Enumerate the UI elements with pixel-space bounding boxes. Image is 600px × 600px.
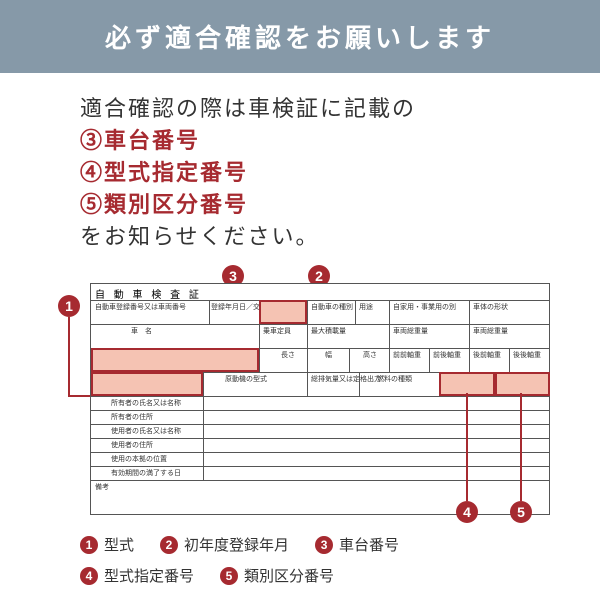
lbl-owneraddr: 所有者の氏名又は名称 (111, 398, 181, 408)
legend-bullet-4: 4 (80, 567, 98, 585)
legend-text-2: 初年度登録年月 (184, 534, 289, 555)
lbl-userhome: 使用者の住所 (111, 440, 153, 450)
intro-red-3: ⑤類別区分番号 (80, 187, 560, 219)
lbl-fa2: 前後軸重 (433, 350, 461, 360)
lbl-expiry: 有効期間の満了する日 (111, 468, 181, 478)
lbl-maxload: 最大積載量 (311, 326, 346, 336)
lbl-name: 車 名 (131, 326, 152, 336)
lbl-remarks: 備考 (95, 482, 109, 492)
callout-4: 4 (456, 501, 478, 523)
hl-model (91, 372, 203, 396)
leader-5v (520, 393, 522, 501)
legend-text-4: 型式指定番号 (104, 565, 194, 586)
hl-classno (495, 372, 550, 396)
lbl-regno: 自動車登録番号又は車両番号 (95, 302, 186, 312)
leader-1v (68, 317, 70, 397)
legend-item-4: 4 型式指定番号 (80, 565, 194, 586)
callout-5: 5 (510, 501, 532, 523)
hl-firstreg (259, 300, 307, 324)
lbl-use: 用途 (359, 302, 373, 312)
lbl-ra2: 後後軸重 (513, 350, 541, 360)
legend-bullet-5: 5 (220, 567, 238, 585)
legend-item-3: 3 車台番号 (315, 534, 399, 555)
lbl-disp: 総排気量又は定格出力 (311, 374, 381, 384)
lbl-body: 自家用・事業用の別 (393, 302, 456, 312)
lbl-totalwt: 車両総重量 (393, 326, 428, 336)
legend-text-5: 類別区分番号 (244, 565, 334, 586)
diagram-area: 1 3 2 自 動 車 検 査 証 自動車登録番号又は車両番号 登録年月日／交付… (30, 265, 570, 535)
intro-block: 適合確認の際は車検証に記載の ③車台番号 ④型式指定番号 ⑤類別区分番号 をお知… (0, 73, 600, 257)
legend-item-5: 5 類別区分番号 (220, 565, 334, 586)
legend: 1 型式 2 初年度登録年月 3 車台番号 4 型式指定番号 5 類別区分番号 (80, 524, 550, 586)
lbl-fuel: 燃料の種類 (377, 374, 412, 384)
cert-title: 自 動 車 検 査 証 (95, 286, 202, 301)
header-band: 必ず適合確認をお願いします (0, 0, 600, 73)
certificate: 自 動 車 検 査 証 自動車登録番号又は車両番号 登録年月日／交付年月日 初度… (90, 283, 550, 515)
callout-1: 1 (58, 295, 80, 317)
legend-bullet-2: 2 (160, 536, 178, 554)
lbl-capacity: 乗車定員 (263, 326, 291, 336)
lbl-shape: 車体の形状 (473, 302, 508, 312)
lbl-fa: 前前軸重 (393, 350, 421, 360)
lbl-location: 使用の本拠の位置 (111, 454, 167, 464)
legend-text-1: 型式 (104, 534, 134, 555)
legend-item-2: 2 初年度登録年月 (160, 534, 289, 555)
lbl-length: 長さ (281, 350, 295, 360)
legend-item-1: 1 型式 (80, 534, 134, 555)
lbl-engine: 原動機の型式 (225, 374, 267, 384)
intro-red-2: ④型式指定番号 (80, 155, 560, 187)
legend-text-3: 車台番号 (339, 534, 399, 555)
leader-4v (466, 393, 468, 501)
lbl-height: 高さ (363, 350, 377, 360)
intro-line2: をお知らせください。 (80, 219, 560, 251)
intro-line1: 適合確認の際は車検証に記載の (80, 91, 560, 123)
lbl-width: 幅 (325, 350, 332, 360)
intro-red-1: ③車台番号 (80, 123, 560, 155)
lbl-cat: 自動車の種別 (311, 302, 353, 312)
lbl-useraddr: 使用者の氏名又は名称 (111, 426, 181, 436)
legend-bullet-3: 3 (315, 536, 333, 554)
hl-chassis (91, 348, 259, 372)
lbl-vehwt: 車両総重量 (473, 326, 508, 336)
lbl-ownerhome: 所有者の住所 (111, 412, 153, 422)
header-title: 必ず適合確認をお願いします (105, 23, 495, 53)
legend-bullet-1: 1 (80, 536, 98, 554)
lbl-ra: 後前軸重 (473, 350, 501, 360)
